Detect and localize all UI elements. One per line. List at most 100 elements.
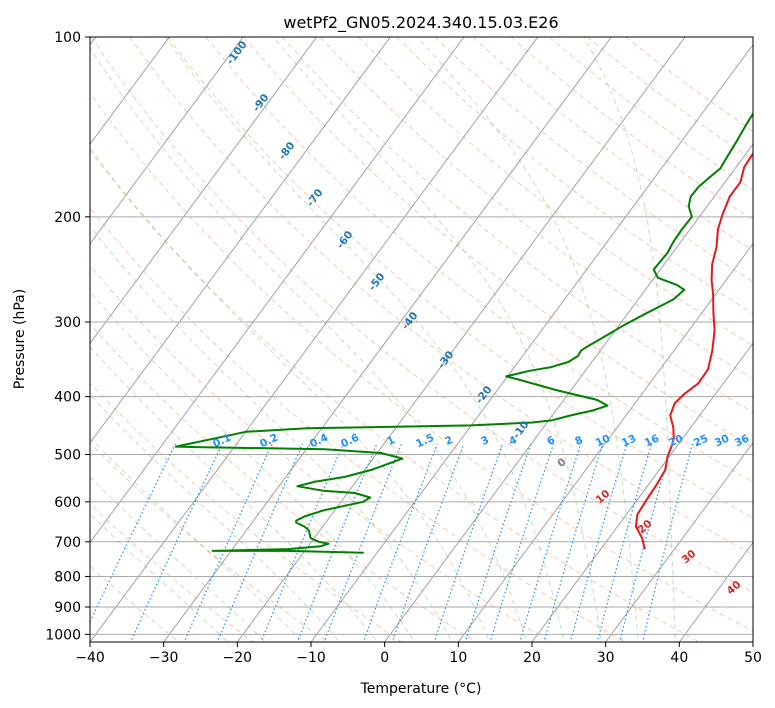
dry-adiabat [167,37,753,519]
isotherm-label: -30 [435,349,456,371]
x-tick-label: −40 [75,650,105,666]
profile-line [174,111,753,554]
profile-series [174,111,753,554]
dry-adiabat [90,565,180,642]
mixing-ratio-label: 6 [545,434,557,448]
x-tick-label: 0 [380,650,389,666]
dry-adiabat [281,37,753,414]
dry-adiabat [90,91,753,632]
mixing-ratio-line [129,443,223,642]
y-tick-label: 400 [54,390,81,406]
isotherm-line [752,641,753,642]
isotherm-line [163,37,612,642]
mixing-ratio-line [296,443,378,642]
x-axis-label: Temperature (°C) [360,681,482,697]
isotherm-line [90,37,170,146]
dry-adiabat [90,37,753,594]
mixing-ratio-line [260,443,344,642]
y-tick-label: 800 [54,569,81,585]
isotherm-label: -70 [304,187,325,209]
mixing-ratio-line [519,443,582,642]
isotherm-label: -40 [399,310,420,332]
mixing-ratio-line [596,443,653,642]
moist-adiabat [90,436,304,642]
dry-adiabat [90,503,254,642]
dry-adiabat [396,37,753,314]
mixing-ratio-label: 20 [667,432,685,449]
dry-adiabat [205,37,753,483]
x-tick-label: 50 [744,650,762,666]
plot-frame [89,36,754,643]
isotherm-line [90,37,318,345]
y-tick-label: 700 [54,535,81,551]
mixing-ratio-line [183,443,273,642]
mixing-ratio-line [489,443,555,642]
mixing-ratio-label: 0.4 [308,432,330,451]
x-tick-label: 10 [449,650,467,666]
x-tick-label: 20 [523,650,541,666]
isotherm-label: -50 [366,271,387,293]
isotherm-line [310,43,753,642]
isotherm-line [236,37,686,642]
x-tick-label: 30 [597,650,615,666]
isotherm-line [90,37,244,245]
mixing-ratio-line [464,443,532,642]
dry-adiabat [90,442,329,642]
y-tick-label: 200 [54,210,81,226]
dry-adiabat [129,37,753,556]
mixing-ratio-line [569,443,628,642]
moist-adiabat [164,37,565,642]
axes: −40 −30 −20 −10 0 10 20 30 40 5010020030040050060… [45,30,762,666]
x-tick-label: 40 [670,650,688,666]
moist-adiabat [90,346,378,642]
mixing-ratio-line [619,443,673,642]
profile-line [634,151,753,550]
x-tick-label: −20 [223,650,253,666]
mixing-ratio-line [362,443,438,642]
moist-adiabat [90,47,528,642]
moist-adiabat [416,37,639,642]
mixing-ratio-label: 10 [594,432,612,449]
mixing-ratio-line [641,443,694,642]
dry-adiabat-label: 30 [680,548,699,567]
dry-adiabat [548,37,753,191]
mixing-ratio-line [216,443,304,642]
dry-adiabat [510,37,753,221]
x-tick-label: −30 [149,650,179,666]
chart-title: wetPf2_GN05.2024.340.15.03.E26 [283,13,558,33]
y-tick-label: 600 [54,495,81,511]
mixing-ratio-label: 2 [443,434,455,448]
mixing-ratio-line [90,443,176,624]
dry-adiabat [434,37,753,283]
y-axis-label: Pressure (hPa) [12,289,28,389]
y-tick-label: 500 [54,448,81,464]
y-tick-label: 1000 [45,627,81,643]
isotherm-line [384,143,753,642]
moist-adiabat [90,476,267,642]
mixing-ratio-label: 0.6 [339,432,361,451]
isotherm-label: -80 [276,140,297,162]
isotherm-label: -20 [473,384,494,406]
dry-adiabat-label: 20 [636,518,655,537]
mixing-ratio-label: 13 [620,432,638,449]
isotherm-label: -60 [334,229,355,251]
isotherm-line [605,442,753,642]
moist-adiabat [90,146,490,642]
mixing-ratio-label: 16 [643,432,661,449]
mixing-ratio-label: 25 [692,432,710,449]
dry-adiabat [90,265,552,642]
dry-adiabat [90,149,700,642]
isotherm-label: -90 [250,92,271,114]
y-tick-label: 900 [54,600,81,616]
mixing-ratio-label: 36 [733,432,751,449]
x-tick-label: −10 [296,650,326,666]
isotherm-label: -100 [224,39,249,67]
y-tick-label: 100 [54,30,81,46]
dry-adiabat-label: 0 [555,456,568,470]
mixing-ratio-label: 4 [507,434,519,448]
moist-adiabat [583,37,676,642]
dry-adiabat [90,323,477,642]
dry-adiabat-label: 40 [725,579,744,598]
mixing-ratio-label: 8 [573,434,585,448]
